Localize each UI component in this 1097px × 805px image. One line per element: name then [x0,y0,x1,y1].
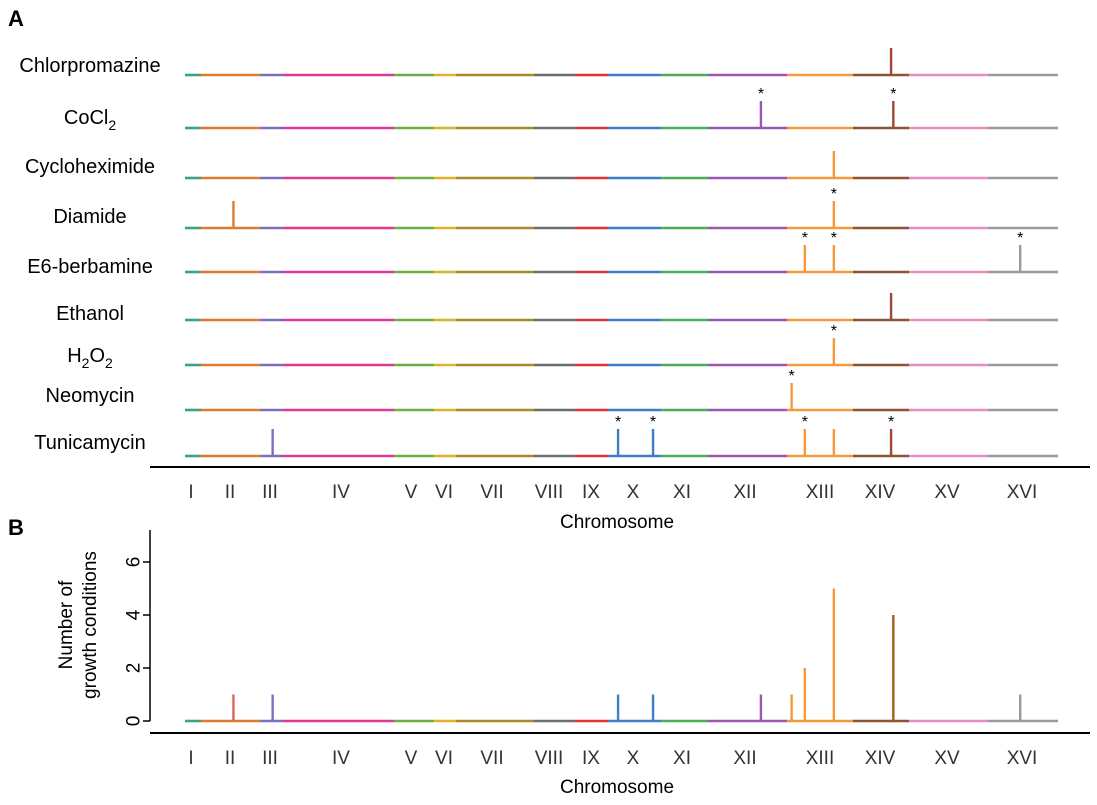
y-axis-title-line2: growth conditions [80,551,101,699]
panel-b-axis-title: Chromosome [560,777,674,798]
track-0: Chlorpromazine [19,48,1058,77]
y-tick-label-2: 2 [124,663,145,674]
y-tick-label-6: 6 [124,557,145,568]
panel-label-a: A [8,6,24,31]
track-1: CoCl2 * * [64,86,1058,133]
panel-b-tick-XIII: XIII [806,748,835,769]
panel-a-tick-IV: IV [332,482,350,503]
track-5: Ethanol [56,293,1058,325]
panel-b-tick-XV: XV [934,748,960,769]
label-part: O [89,345,105,367]
panel-a-tick-XI: XI [673,482,691,503]
track-label: Neomycin [46,385,135,407]
panel-a-tick-III: III [262,482,278,503]
panel-a-tick-VII: VII [480,482,503,503]
peak-star: * [1017,230,1023,247]
peak-star: * [789,368,795,385]
panel-b-tick-I: I [188,748,193,769]
y-axis-title-line1: Number of [56,580,77,669]
panel-a-tick-XVI: XVI [1007,482,1038,503]
label-subscript: 2 [105,355,113,371]
panel-b-tick-XI: XI [673,748,691,769]
panel-a-tick-V: V [405,482,418,503]
peak-star: * [831,186,837,203]
track-label: H2O2 [67,345,113,371]
panel-b-tick-XIV: XIV [865,748,896,769]
panel-b-tick-II: II [225,748,236,769]
panel-b-tick-VI: VI [435,748,453,769]
panel-a-tick-VIII: VIII [535,482,564,503]
panel-b-tick-VIII: VIII [535,748,564,769]
panel-b-tick-IX: IX [582,748,600,769]
peak-star: * [802,414,808,431]
track-7: Neomycin * [46,368,1058,412]
panel-b-tick-XVI: XVI [1007,748,1038,769]
track-label: Chlorpromazine [19,55,160,77]
track-3: Diamide * [53,186,1058,230]
panel-a-tick-I: I [188,482,193,503]
panel-b-tick-X: X [627,748,640,769]
track-6: H2O2* [67,323,1058,371]
panel-b-tick-IV: IV [332,748,350,769]
panel-a-tick-XIII: XIII [806,482,835,503]
label-subscript: 2 [108,117,116,133]
track-label: Tunicamycin [34,432,146,454]
panel-b-tick-V: V [405,748,418,769]
track-label: E6-berbamine [27,256,153,278]
label-part: CoCl [64,107,108,129]
peak-star: * [888,414,894,431]
peak-star: * [831,230,837,247]
panel-b-tick-VII: VII [480,748,503,769]
track-label: Ethanol [56,303,124,325]
track-2: Cycloheximide [25,151,1058,180]
peak-star: * [802,230,808,247]
panel-b-tick-III: III [262,748,278,769]
panel-a-tick-II: II [225,482,236,503]
panel-a-tick-XV: XV [934,482,960,503]
peak-star: * [758,86,764,103]
label-subscript: 2 [82,355,90,371]
peak-star: * [831,323,837,340]
panel-a-tick-XII: XII [733,482,756,503]
panel-a-tick-IX: IX [582,482,600,503]
peak-star: * [890,86,896,103]
panel-a-tick-X: X [627,482,640,503]
panel-label-b: B [8,515,24,540]
y-tick-label-0: 0 [124,716,145,727]
track-8: Tunicamycin * * * * [34,414,1058,458]
track-label: Cycloheximide [25,156,155,178]
panel-a-axis-title: Chromosome [560,512,674,533]
panel-a-tick-VI: VI [435,482,453,503]
peak-star: * [615,414,621,431]
y-tick-label-4: 4 [124,609,145,620]
track-label: CoCl2 [64,107,116,133]
label-part: H [67,345,81,367]
panel-b-tick-XII: XII [733,748,756,769]
panel-a-tick-XIV: XIV [865,482,896,503]
peak-star: * [650,414,656,431]
track-label: Diamide [53,206,126,228]
track-4: E6-berbamine * * * [27,230,1058,278]
